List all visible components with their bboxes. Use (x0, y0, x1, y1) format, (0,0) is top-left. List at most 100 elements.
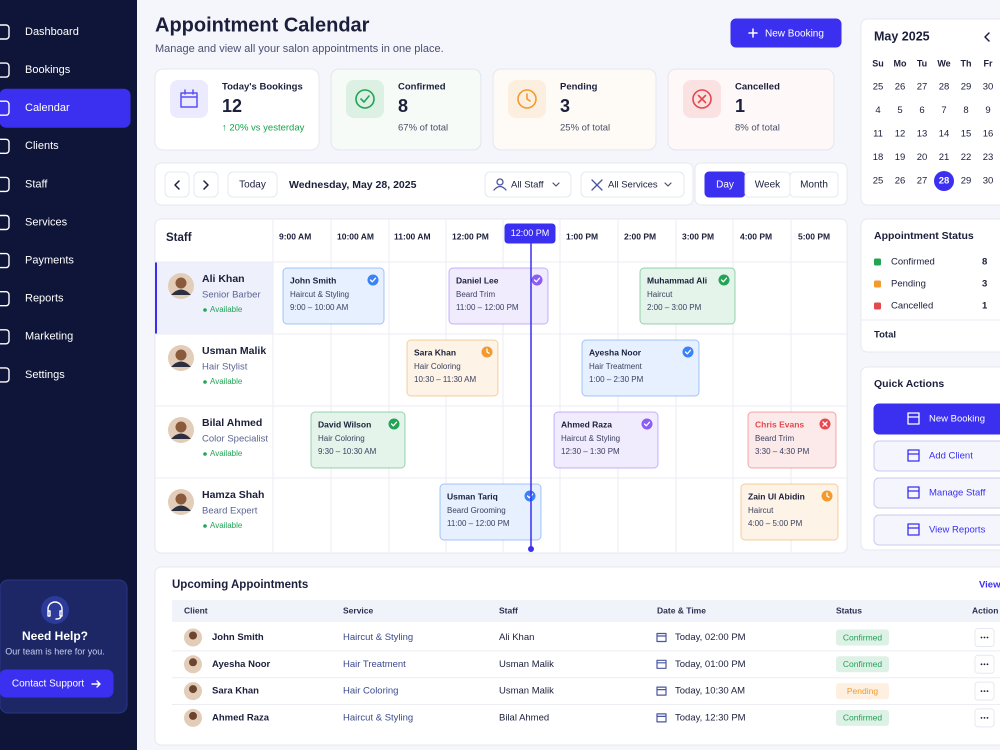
column-header: Staff (499, 605, 518, 615)
appointment[interactable] (310, 411, 406, 469)
date-icon (656, 659, 667, 669)
nav-item[interactable]: Bookings (25, 64, 71, 76)
stat-card-tint (493, 69, 656, 150)
date-time: Today, 10:30 AM (675, 686, 745, 697)
calendar-day: 13 (917, 129, 928, 140)
nav-icon (0, 24, 10, 40)
now-label: 12:00 PM (511, 228, 550, 238)
help-icon (41, 596, 69, 624)
date-time: Today, 02:00 PM (675, 632, 746, 643)
appointment[interactable] (448, 267, 549, 325)
appointment[interactable] (747, 411, 837, 469)
appointment[interactable] (740, 483, 839, 541)
calendar-day: 8 (963, 105, 968, 116)
upcoming-title: Upcoming Appointments (172, 579, 308, 591)
column-header: Action (972, 605, 998, 615)
nav-item[interactable]: Clients (25, 140, 59, 152)
status-dot (203, 524, 207, 528)
calendar-day: 30 (983, 176, 994, 187)
stat-icon-glyph (526, 93, 531, 102)
nav-icon (0, 367, 10, 383)
nav-item[interactable]: Calendar (25, 102, 70, 114)
date-time: Today, 01:00 PM (675, 659, 746, 670)
status-dot (203, 308, 207, 312)
view-label: Day (716, 180, 734, 191)
prev-button[interactable] (164, 171, 190, 198)
calendar-day: 21 (939, 152, 950, 163)
staff-name: Usman Malik (499, 659, 554, 670)
nav-item[interactable]: Marketing (25, 331, 73, 343)
calendar-day: 28 (939, 82, 950, 93)
status-glyph (822, 421, 828, 427)
action-dot (986, 636, 989, 639)
appointment-client: Ahmed Raza (561, 419, 612, 429)
chevron (664, 182, 672, 187)
calendar-day: 23 (983, 152, 994, 163)
quick-action-button[interactable] (873, 514, 1000, 546)
stat-value: 8 (398, 96, 408, 116)
now-dot (528, 546, 534, 552)
status-label: Confirmed (891, 257, 935, 268)
appointment[interactable] (282, 267, 385, 325)
appointment[interactable] (581, 339, 700, 397)
nav-icon (0, 138, 10, 154)
status-glyph (643, 421, 651, 427)
new-booking-button[interactable] (730, 18, 842, 48)
appointment[interactable] (553, 411, 659, 469)
quick-action-label: Add Client (929, 451, 973, 462)
nav-item[interactable]: Settings (25, 369, 65, 381)
action-dot (983, 690, 986, 692)
calendar-day: 12 (895, 129, 906, 140)
appointment-client: Daniel Lee (456, 275, 499, 285)
nav-item[interactable]: Staff (25, 178, 48, 190)
appointment-status-icon (531, 274, 543, 286)
calendar-day: 27 (917, 82, 928, 93)
staff-status: Available (210, 377, 243, 386)
nav-item[interactable]: Reports (25, 293, 64, 305)
avatar-head (175, 493, 187, 505)
staff-name: Ali Khan (499, 632, 534, 643)
calendar-day: 22 (961, 152, 972, 163)
status-glyph (684, 349, 692, 355)
action-dot (986, 690, 989, 692)
prev-icon (174, 180, 180, 190)
today-button[interactable] (227, 171, 278, 198)
appointment-service: Haircut (748, 506, 774, 515)
appointment-service: Beard Grooming (447, 506, 506, 515)
calendar-day: 19 (895, 152, 906, 163)
appointment[interactable] (639, 267, 736, 325)
appointment-status-icon (641, 418, 653, 430)
appointment-client: John Smith (290, 275, 336, 285)
nav-item[interactable]: Services (25, 216, 68, 228)
calendar-day: 16 (983, 129, 994, 140)
quick-action-button[interactable] (873, 403, 1000, 435)
action-dot (980, 636, 983, 639)
nav-item[interactable]: Dashboard (25, 26, 79, 38)
calendar-day: 15 (961, 129, 972, 140)
client-avatar-head (189, 711, 197, 720)
appointment[interactable] (439, 483, 542, 541)
calendar-day: 29 (961, 82, 972, 93)
action-dot (980, 663, 983, 666)
stat-card (330, 68, 482, 151)
nav-item[interactable]: Payments (25, 255, 74, 267)
view-button[interactable] (789, 171, 839, 198)
service-filter[interactable] (580, 171, 685, 198)
client-name: Sara Khan (212, 686, 259, 697)
avatar-head (175, 277, 187, 289)
staff-filter[interactable] (484, 171, 572, 198)
view-label: Week (755, 180, 781, 191)
next-button[interactable] (193, 171, 219, 198)
client-avatar-head (189, 631, 197, 640)
stat-value: 3 (560, 96, 570, 116)
status-label: Pending (891, 279, 926, 290)
view-all-link[interactable]: View (979, 580, 1000, 591)
appointment (283, 268, 384, 324)
contact-button[interactable] (0, 669, 114, 698)
quick-action-button[interactable] (873, 477, 1000, 509)
quick-action-button[interactable] (873, 440, 1000, 472)
appointment-time: 3:30 – 4:30 PM (755, 447, 810, 456)
appointment[interactable] (406, 339, 499, 397)
staff-status: Available (210, 449, 243, 458)
appointment-time: 9:00 – 10:00 AM (290, 303, 349, 312)
